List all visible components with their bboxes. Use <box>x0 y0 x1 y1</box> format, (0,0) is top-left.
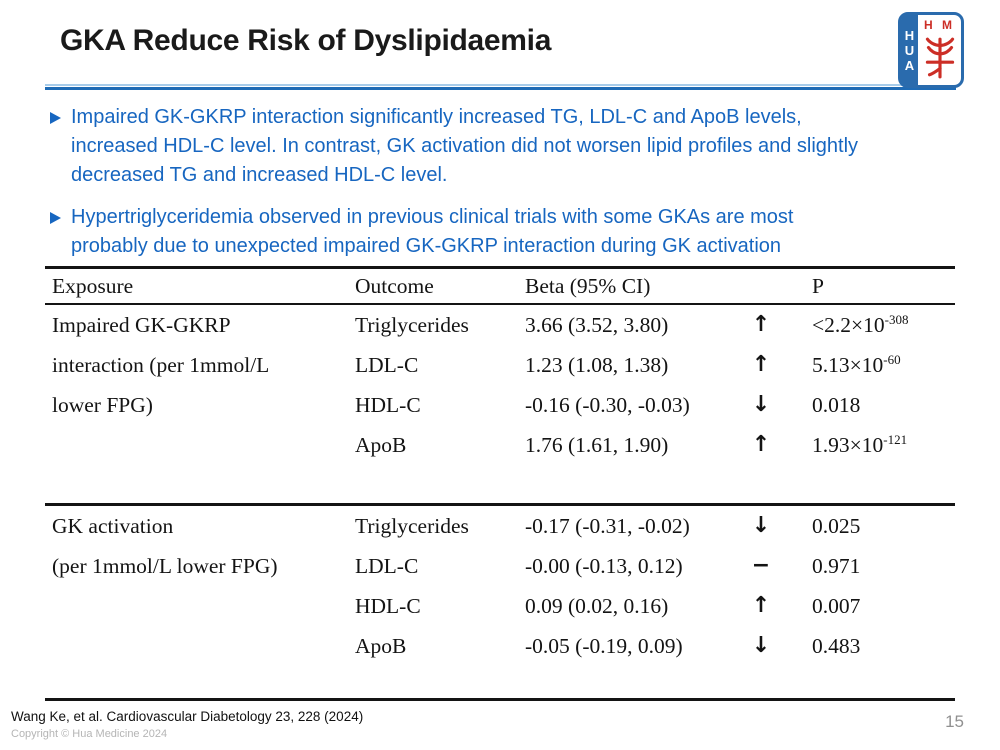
beta-cell: 3.66 (3.52, 3.80) <box>525 312 669 337</box>
table-header-row: Exposure Outcome Beta (95% CI) P <box>45 269 955 305</box>
outcome-cell: ApoB <box>355 432 407 457</box>
arrowhead-bullet-icon <box>50 212 61 224</box>
group-rows: Triglycerides 3.66 (3.52, 3.80) ↑ <2.2×1… <box>348 305 955 465</box>
outcome-cell: LDL-C <box>355 553 419 578</box>
table-row: Triglycerides 3.66 (3.52, 3.80) ↑ <2.2×1… <box>348 305 955 345</box>
beta-cell: -0.00 (-0.13, 0.12) <box>525 553 683 578</box>
header-exposure: Exposure <box>52 273 134 298</box>
outcome-cell: Triglycerides <box>355 513 469 538</box>
p-value-cell: 0.018 <box>792 392 955 418</box>
citation: Wang Ke, et al. Cardiovascular Diabetolo… <box>11 709 364 724</box>
results-table: Exposure Outcome Beta (95% CI) P Impaire… <box>45 266 955 701</box>
p-value-exponent: -60 <box>883 351 901 367</box>
logo-right-panel: H M <box>918 18 961 83</box>
exposure-cell: GK activation (per 1mmol/L lower FPG) <box>52 514 278 578</box>
down-arrow-icon: ↓ <box>751 392 771 417</box>
beta-cell: -0.16 (-0.30, -0.03) <box>525 392 690 417</box>
bullet-item: Hypertriglyceridemia observed in previou… <box>50 203 940 261</box>
up-arrow-icon: ↑ <box>751 352 771 377</box>
title-divider <box>45 84 956 90</box>
beta-cell: 0.09 (0.02, 0.16) <box>525 593 669 618</box>
up-arrow-icon: ↑ <box>751 593 771 618</box>
p-value-cell: 0.007 <box>792 593 955 619</box>
up-arrow-icon: ↑ <box>751 432 771 457</box>
group-rows: Triglycerides -0.17 (-0.31, -0.02) ↓ 0.0… <box>348 506 955 666</box>
bullet-list: Impaired GK-GKRP interaction significant… <box>50 103 940 274</box>
logo-letter-h: H <box>904 27 915 43</box>
down-arrow-icon: ↓ <box>751 633 771 658</box>
p-value-base: 0.483 <box>812 634 861 659</box>
title-divider-dark-line <box>45 87 956 90</box>
beta-cell: -0.05 (-0.19, 0.09) <box>525 633 683 658</box>
p-value-base: 0.007 <box>812 594 861 619</box>
p-value-cell: 0.483 <box>792 633 955 659</box>
table-row: LDL-C -0.00 (-0.13, 0.12) − 0.971 <box>348 546 955 586</box>
table-row: LDL-C 1.23 (1.08, 1.38) ↑ 5.13×10-60 <box>348 345 955 385</box>
table-group-impaired-gkrp: Impaired GK-GKRP interaction (per 1mmol/… <box>45 305 955 503</box>
p-value-cell: <2.2×10-308 <box>792 312 955 338</box>
up-arrow-icon: ↑ <box>751 312 771 337</box>
p-value-exponent: -121 <box>883 431 908 447</box>
bullet-text: Hypertriglyceridemia observed in previou… <box>71 206 794 257</box>
title-divider-light-line <box>45 84 956 86</box>
outcome-cell: HDL-C <box>355 392 421 417</box>
p-value-base: 1.93×10 <box>812 433 884 458</box>
p-value-base: <2.2×10 <box>812 313 885 338</box>
outcome-cell: LDL-C <box>355 352 419 377</box>
table-row: ApoB 1.76 (1.61, 1.90) ↑ 1.93×10-121 <box>348 425 955 465</box>
copyright: Copyright © Hua Medicine 2024 <box>11 728 168 740</box>
beta-cell: 1.76 (1.61, 1.90) <box>525 432 669 457</box>
p-value-base: 5.13×10 <box>812 353 884 378</box>
p-value-base: 0.025 <box>812 514 861 539</box>
no-change-dash-icon: − <box>751 553 771 578</box>
table-row: ApoB -0.05 (-0.19, 0.09) ↓ 0.483 <box>348 626 955 666</box>
outcome-cell: HDL-C <box>355 593 421 618</box>
p-value-base: 0.018 <box>812 393 861 418</box>
header-beta: Beta (95% CI) <box>525 273 651 298</box>
down-arrow-icon: ↓ <box>751 513 771 538</box>
arrowhead-bullet-icon <box>50 112 61 124</box>
outcome-cell: ApoB <box>355 633 407 658</box>
logo-hua-letter-bar: H U A <box>901 15 918 85</box>
p-value-cell: 5.13×10-60 <box>792 352 955 378</box>
exposure-cell: Impaired GK-GKRP interaction (per 1mmol/… <box>52 313 270 417</box>
logo-letter-a: A <box>904 57 915 73</box>
bullet-item: Impaired GK-GKRP interaction significant… <box>50 103 940 190</box>
p-value-cell: 0.025 <box>792 513 955 539</box>
hua-seal-plant-glyph-icon <box>922 32 958 83</box>
beta-cell: -0.17 (-0.31, -0.02) <box>525 513 690 538</box>
p-value-cell: 0.971 <box>792 553 955 579</box>
header-p: P <box>812 273 824 298</box>
page-number: 15 <box>945 712 964 731</box>
hua-medicine-logo: H U A H M <box>898 12 964 88</box>
table-row: HDL-C -0.16 (-0.30, -0.03) ↓ 0.018 <box>348 385 955 425</box>
outcome-cell: Triglycerides <box>355 312 469 337</box>
table-group-gk-activation: GK activation (per 1mmol/L lower FPG) Tr… <box>45 503 955 698</box>
logo-hm-text: H M <box>924 18 955 32</box>
p-value-exponent: -308 <box>884 311 909 327</box>
table-row: Triglycerides -0.17 (-0.31, -0.02) ↓ 0.0… <box>348 506 955 546</box>
beta-cell: 1.23 (1.08, 1.38) <box>525 352 669 377</box>
header-outcome: Outcome <box>355 273 434 298</box>
logo-letter-u: U <box>904 42 915 58</box>
p-value-cell: 1.93×10-121 <box>792 432 955 458</box>
bullet-text: Impaired GK-GKRP interaction significant… <box>71 106 859 186</box>
slide-title: GKA Reduce Risk of Dyslipidaemia <box>60 24 552 57</box>
p-value-base: 0.971 <box>812 554 861 579</box>
table-row: HDL-C 0.09 (0.02, 0.16) ↑ 0.007 <box>348 586 955 626</box>
